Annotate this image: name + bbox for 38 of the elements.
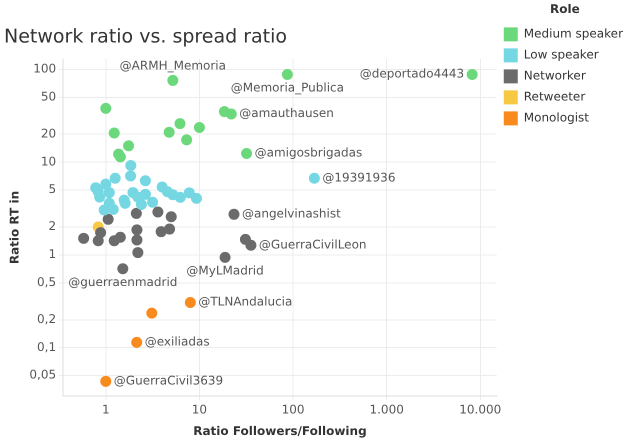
y-tick-label: 1 bbox=[48, 247, 56, 262]
y-tick-label: 0,2 bbox=[37, 312, 56, 326]
legend-label: Low speaker bbox=[524, 48, 599, 62]
annotation: @deportado4443 bbox=[360, 66, 464, 81]
annotation: @GuerraCivilLeon bbox=[258, 237, 367, 252]
annotation: @exiliadas bbox=[144, 334, 210, 349]
y-tick-label: 10 bbox=[40, 154, 56, 168]
annotation: @guerraenmadrid bbox=[68, 274, 178, 289]
y-tick-label: 0,05 bbox=[29, 368, 56, 382]
y-tick-label: 0,1 bbox=[37, 340, 56, 354]
y-tick-label: 2 bbox=[48, 219, 56, 234]
y-tick-label: 0,5 bbox=[37, 274, 56, 289]
legend-label: Medium speaker bbox=[524, 26, 624, 41]
chart-title: Network ratio vs. spread ratio bbox=[4, 25, 288, 48]
x-tick-label: 10.000 bbox=[459, 402, 502, 417]
annotation: @amigosbrigadas bbox=[254, 146, 362, 160]
y-tick-label: 50 bbox=[40, 89, 56, 104]
y-tick-label: 20 bbox=[40, 126, 56, 140]
legend-title: Role bbox=[550, 2, 580, 16]
y-axis-title: Ratio RT in bbox=[7, 190, 22, 264]
x-tick-label: 1 bbox=[102, 402, 110, 417]
annotation: @angelvinashist bbox=[242, 206, 342, 220]
legend-label: Networker bbox=[524, 68, 586, 83]
x-tick-label: 10 bbox=[192, 402, 208, 417]
x-axis-title: Ratio Followers/Following bbox=[193, 424, 367, 438]
x-tick-label: 1.000 bbox=[369, 402, 404, 417]
legend-label: Retweeter bbox=[524, 90, 586, 104]
annotation: @TLNAndalucia bbox=[198, 294, 292, 309]
y-tick-label: 100 bbox=[33, 61, 56, 76]
y-tick-label: 5 bbox=[48, 182, 56, 196]
annotation: @MyLMadrid bbox=[186, 264, 264, 278]
annotation: @amauthausen bbox=[239, 106, 334, 120]
annotation: @Memoria_Publica bbox=[230, 80, 344, 95]
annotation: @19391936 bbox=[322, 170, 396, 184]
legend-label: Monologist bbox=[524, 110, 590, 125]
x-tick-label: 100 bbox=[282, 402, 304, 417]
annotation: @GuerraCivil3639 bbox=[114, 373, 224, 388]
annotation: @ARMH_Memoria bbox=[120, 58, 226, 73]
